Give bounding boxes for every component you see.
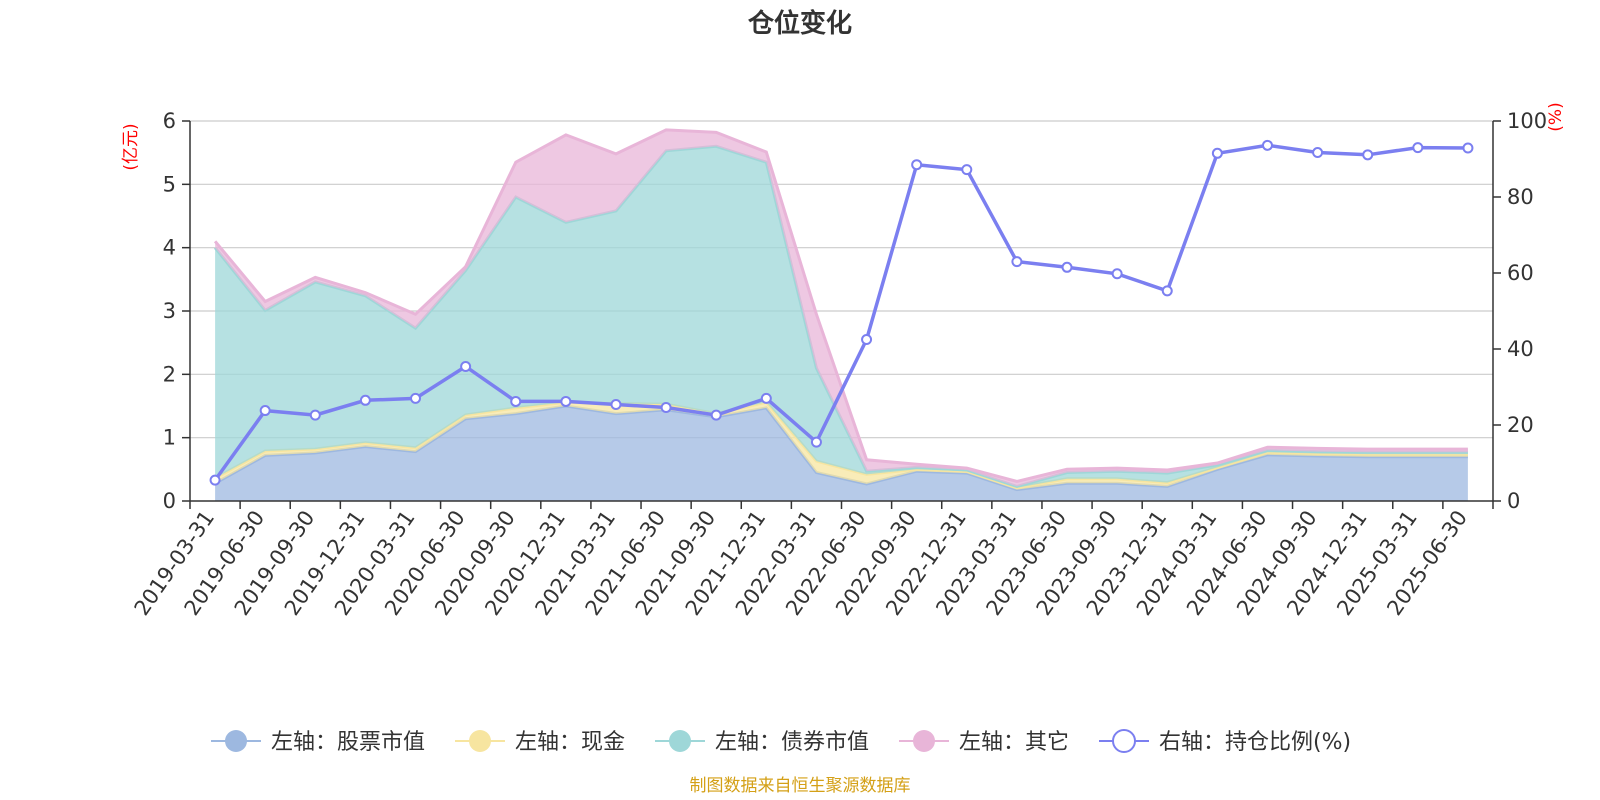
right-axis-tick-label: 80 xyxy=(1507,185,1534,209)
legend-marker xyxy=(469,730,491,752)
ratio-point xyxy=(610,398,622,410)
legend-marker xyxy=(225,730,247,752)
left-axis-tick-label: 0 xyxy=(163,489,176,513)
ratio-point xyxy=(309,409,321,421)
area-9db8e0 xyxy=(215,406,1468,501)
legend-item: 左轴：现金 xyxy=(455,730,625,755)
ratio-point xyxy=(1111,268,1123,280)
ratio-point xyxy=(1362,149,1374,161)
legend-label: 右轴：持仓比例(%) xyxy=(1159,730,1351,755)
ratio-point xyxy=(760,392,772,404)
legend-item: 左轴：股票市值 xyxy=(211,730,425,755)
legend-item: 左轴：其它 xyxy=(899,730,1069,755)
right-axis-tick-label: 40 xyxy=(1507,337,1534,361)
legend-marker xyxy=(1112,729,1136,753)
left-axis-tick-label: 1 xyxy=(163,426,176,450)
left-axis-tick-label: 4 xyxy=(163,236,176,260)
ratio-point xyxy=(410,392,422,404)
ratio-point xyxy=(1161,285,1173,297)
area-f7e5a0 xyxy=(215,402,1468,490)
ratio-point xyxy=(510,395,522,407)
right-axis-tick-label: 60 xyxy=(1507,261,1534,285)
ratio-point xyxy=(1211,147,1223,159)
legend: 左轴：股票市值 左轴：现金 左轴：债券市值 左轴：其它 右轴：持仓比例(%) xyxy=(211,729,1351,755)
left-axis-tick-label: 3 xyxy=(163,299,176,323)
right-axis-tick-label: 0 xyxy=(1507,489,1520,513)
legend-marker xyxy=(669,730,691,752)
line-series xyxy=(209,139,1474,486)
ratio-point xyxy=(1011,256,1023,268)
left-axis-tick-label: 6 xyxy=(163,109,176,133)
left-axis-tick-label: 2 xyxy=(163,362,176,386)
data-source-note: 制图数据来自恒生聚源数据库 xyxy=(690,776,911,796)
ratio-point xyxy=(1261,139,1273,151)
left-axis-unit: (亿元) xyxy=(121,123,141,170)
legend-label: 左轴：其它 xyxy=(959,730,1069,755)
right-axis-tick-label: 20 xyxy=(1507,413,1534,437)
legend-item: 右轴：持仓比例(%) xyxy=(1099,729,1351,755)
ratio-point xyxy=(961,164,973,176)
legend-marker xyxy=(913,730,935,752)
ratio-point xyxy=(710,409,722,421)
ratio-point xyxy=(259,405,271,417)
legend-label: 左轴：债券市值 xyxy=(715,730,869,755)
legend-item: 左轴：债券市值 xyxy=(655,730,869,755)
ratio-point xyxy=(560,395,572,407)
legend-label: 左轴：股票市值 xyxy=(271,730,425,755)
ratio-point xyxy=(1061,261,1073,273)
ratio-point xyxy=(1412,142,1424,154)
ratio-point xyxy=(460,360,472,372)
ratio-point xyxy=(660,402,672,414)
right-axis-unit: (%) xyxy=(1546,102,1566,131)
legend-label: 左轴：现金 xyxy=(515,730,625,755)
right-axis-tick-label: 100 xyxy=(1507,109,1547,133)
left-axis-tick-label: 5 xyxy=(163,172,176,196)
ratio-point xyxy=(1312,147,1324,159)
ratio-point xyxy=(911,159,923,171)
ratio-point xyxy=(861,334,873,345)
chart-title: 仓位变化 xyxy=(747,8,852,39)
ratio-point xyxy=(1462,142,1474,154)
area-series xyxy=(213,128,1468,501)
ratio-line xyxy=(213,143,1468,482)
ratio-point xyxy=(359,394,371,406)
area-e8b5d8 xyxy=(215,129,1468,487)
ratio-point xyxy=(209,474,221,486)
ratio-point xyxy=(810,436,822,448)
